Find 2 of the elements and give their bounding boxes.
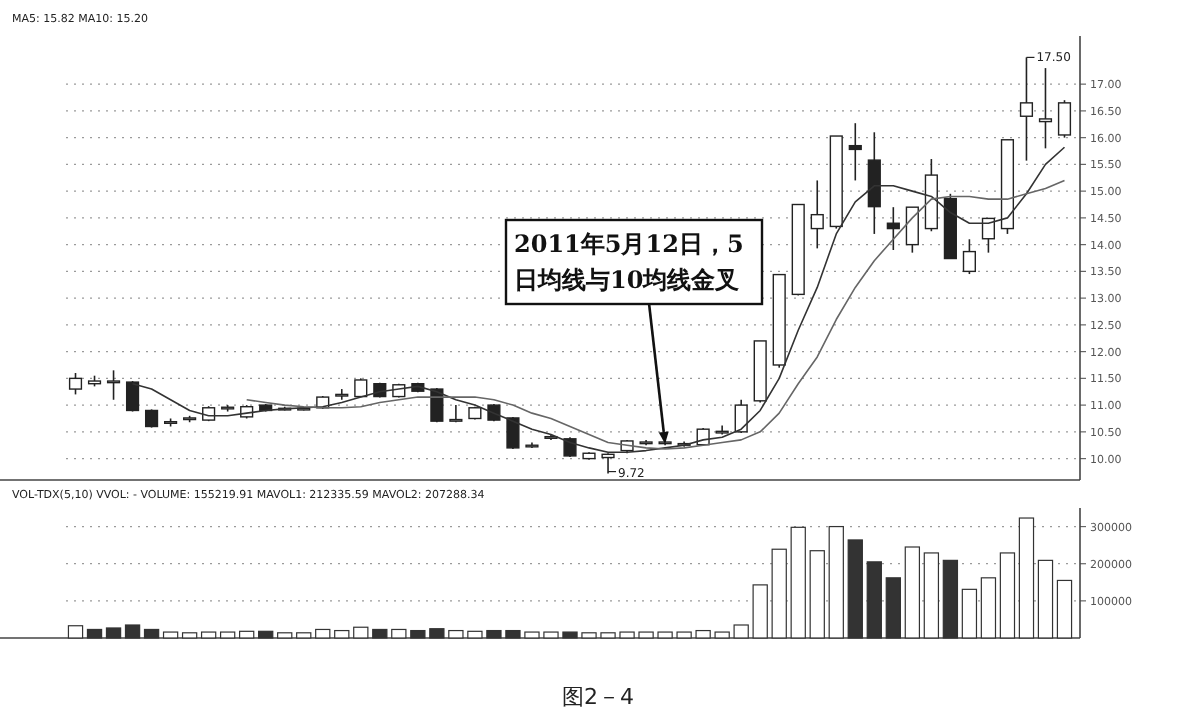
caption: 图2－4: [562, 684, 634, 710]
annotation: 2011年5月12日，5日均线与10均线金叉: [514, 230, 744, 294]
